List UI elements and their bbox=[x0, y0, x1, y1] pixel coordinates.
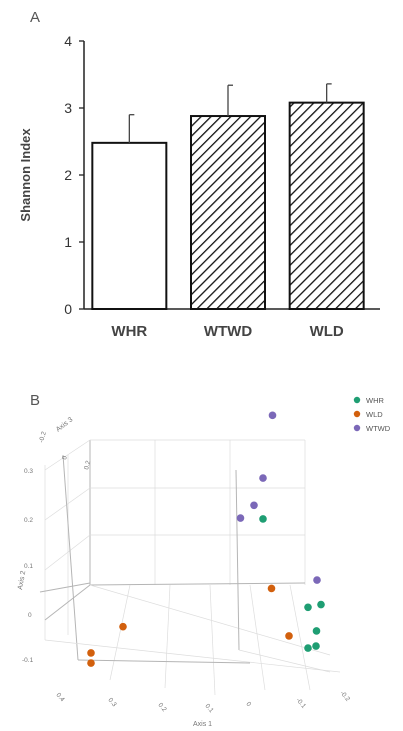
axis1-tick: 0.1 bbox=[203, 703, 214, 715]
axis2-title: Axis 2 bbox=[17, 570, 27, 590]
data-point-whr bbox=[304, 644, 312, 652]
axis1-tick: 0.3 bbox=[106, 697, 117, 709]
legend: WHR WLD WTWD bbox=[353, 396, 391, 433]
legend-label: WTWD bbox=[366, 424, 391, 433]
legend-marker bbox=[353, 396, 361, 404]
x-category-label: WHR bbox=[111, 323, 147, 340]
y-tick-label: 4 bbox=[64, 33, 72, 49]
data-point-wld bbox=[267, 584, 276, 593]
y-tick-label: 0 bbox=[64, 301, 72, 317]
y-tick-label: 2 bbox=[64, 167, 72, 183]
data-point-wtwd bbox=[268, 411, 277, 420]
y-tick-label: 1 bbox=[64, 234, 72, 250]
data-point-wtwd bbox=[236, 514, 245, 522]
axis2-tick: 0.1 bbox=[24, 563, 33, 570]
panel-b-letter: B bbox=[30, 392, 40, 409]
data-point-wtwd bbox=[259, 474, 267, 482]
bar bbox=[288, 101, 365, 310]
pcoa-3d-ticks: -0.2 0 0.2 Axis 3 0.3 0.2 0.1 0 -0.1 Axi… bbox=[17, 416, 351, 728]
data-point-wld bbox=[87, 649, 95, 657]
bar bbox=[190, 115, 266, 311]
axis3-tick: -0.2 bbox=[38, 431, 48, 444]
axis1-tick: -0.1 bbox=[294, 697, 307, 710]
data-point-wtwd bbox=[250, 501, 258, 510]
y-tick-label: 3 bbox=[64, 100, 72, 116]
bar-chart: 0 1 2 3 4 WHR WTWD WLD bbox=[64, 33, 380, 340]
axis2-tick: 0.3 bbox=[24, 468, 33, 475]
data-point-whr bbox=[304, 603, 312, 612]
data-point-whr bbox=[312, 627, 321, 635]
axis3-tick: 0.2 bbox=[83, 460, 92, 471]
pcoa-points bbox=[87, 411, 325, 667]
axis2-tick: 0.2 bbox=[24, 517, 33, 524]
legend-marker bbox=[353, 424, 361, 432]
pcoa-3d-frame bbox=[39, 439, 341, 696]
axis2-tick: -0.1 bbox=[22, 657, 34, 664]
axis2-tick: 0 bbox=[28, 612, 32, 619]
panel-a-letter: A bbox=[30, 9, 40, 26]
axis1-title: Axis 1 bbox=[193, 721, 212, 728]
x-category-label: WLD bbox=[310, 323, 344, 340]
axis3-title: Axis 3 bbox=[55, 416, 74, 433]
bar bbox=[91, 141, 168, 310]
data-point-wtwd bbox=[313, 576, 321, 584]
x-category-label: WTWD bbox=[204, 323, 252, 340]
axis1-tick: -0.2 bbox=[338, 690, 351, 703]
data-point-wld bbox=[119, 622, 127, 631]
data-point-wld bbox=[87, 659, 95, 667]
axis1-tick: 0 bbox=[244, 701, 252, 709]
axis1-tick: 0.4 bbox=[54, 692, 65, 704]
axis1-tick: 0.2 bbox=[156, 702, 167, 714]
data-point-whr bbox=[317, 600, 325, 609]
data-point-wld bbox=[285, 632, 293, 640]
axis3-tick: 0 bbox=[61, 455, 69, 461]
legend-marker bbox=[353, 410, 361, 418]
legend-label: WHR bbox=[366, 396, 384, 405]
bar-y-axis-label: Shannon Index bbox=[18, 128, 33, 222]
data-point-whr bbox=[259, 515, 267, 523]
data-point-whr bbox=[312, 642, 320, 650]
legend-label: WLD bbox=[366, 410, 383, 419]
